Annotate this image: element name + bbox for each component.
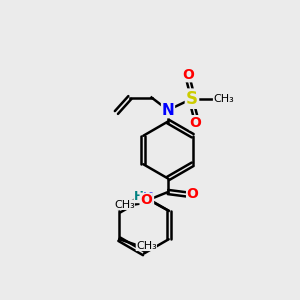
Text: CH₃: CH₃ xyxy=(136,241,157,251)
Text: S: S xyxy=(186,90,198,108)
Text: O: O xyxy=(190,116,202,130)
Text: CH₃: CH₃ xyxy=(114,200,135,210)
Text: CH₃: CH₃ xyxy=(213,94,234,104)
Text: O: O xyxy=(182,68,194,82)
Text: O: O xyxy=(140,193,152,207)
Text: H: H xyxy=(134,190,144,203)
Text: O: O xyxy=(187,188,199,201)
Text: N: N xyxy=(141,192,153,207)
Text: N: N xyxy=(162,103,174,118)
